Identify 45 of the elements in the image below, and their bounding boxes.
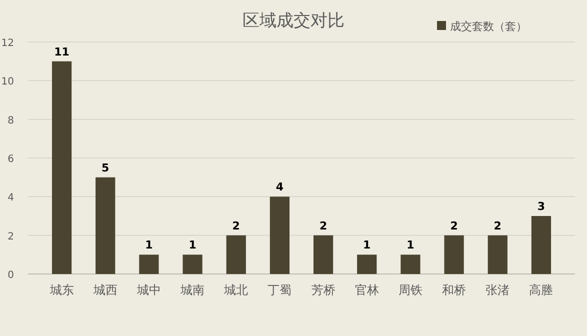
y-tick-label: 4 bbox=[8, 192, 14, 204]
x-tick-label: 城东 bbox=[48, 283, 74, 297]
bar bbox=[531, 216, 552, 274]
x-tick-label: 城南 bbox=[180, 283, 205, 297]
data-label: 1 bbox=[406, 238, 414, 252]
data-label: 2 bbox=[494, 219, 502, 232]
y-tick-label: 10 bbox=[1, 76, 14, 88]
x-tick-label: 周铁 bbox=[398, 283, 422, 297]
bar bbox=[52, 61, 72, 274]
x-tick-label: 芳桥 bbox=[311, 283, 336, 297]
bar bbox=[313, 235, 334, 274]
bar bbox=[400, 254, 420, 274]
y-tick-label: 6 bbox=[8, 154, 14, 165]
x-tick-label: 张渚 bbox=[486, 283, 510, 297]
bar bbox=[444, 235, 464, 274]
bar bbox=[226, 235, 246, 274]
bar bbox=[96, 177, 116, 274]
data-label: 2 bbox=[232, 219, 240, 232]
bar bbox=[488, 235, 508, 274]
data-label: 2 bbox=[450, 219, 458, 232]
x-tick-label: 丁蜀 bbox=[268, 283, 292, 297]
data-label: 3 bbox=[537, 200, 546, 213]
x-tick-label: 城西 bbox=[92, 283, 118, 297]
chart-title: 区域成交对比 bbox=[242, 11, 344, 31]
data-label: 1 bbox=[188, 238, 196, 252]
data-label: 5 bbox=[102, 161, 110, 174]
x-tick-label: 和桥 bbox=[442, 283, 466, 297]
x-tick-label: 城北 bbox=[223, 283, 248, 297]
data-label: 1 bbox=[145, 238, 153, 252]
y-tick-label: 8 bbox=[8, 115, 14, 126]
bar bbox=[270, 196, 290, 274]
y-tick-label: 12 bbox=[1, 38, 14, 49]
y-tick-label: 0 bbox=[8, 270, 14, 281]
data-label: 2 bbox=[319, 219, 328, 232]
bar bbox=[357, 254, 377, 274]
x-tick-label: 官林 bbox=[354, 283, 379, 297]
x-tick-label: 城中 bbox=[136, 283, 161, 297]
y-tick-label: 2 bbox=[8, 231, 14, 242]
data-label: 1 bbox=[363, 238, 371, 252]
data-label: 11 bbox=[54, 45, 70, 58]
legend-label: 成交套数（套） bbox=[450, 20, 527, 33]
x-tick-label: 高塍 bbox=[529, 283, 554, 297]
bar bbox=[182, 254, 202, 274]
bar bbox=[139, 254, 159, 274]
data-label: 4 bbox=[276, 180, 284, 194]
